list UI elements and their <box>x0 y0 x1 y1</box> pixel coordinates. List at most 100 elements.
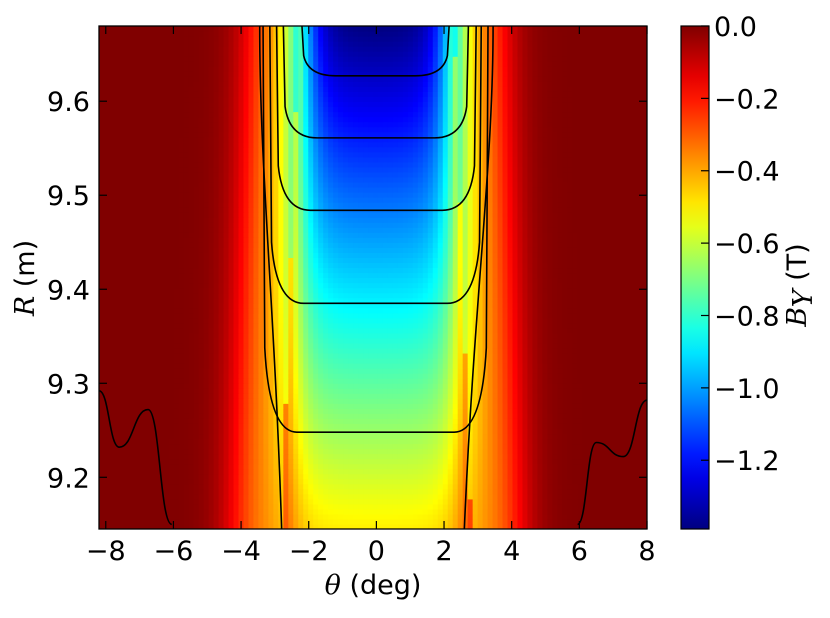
heatmap-cell <box>577 448 583 455</box>
heatmap-cell <box>323 523 329 529</box>
heatmap-cell <box>273 438 279 445</box>
heatmap-cell <box>427 337 434 344</box>
heatmap-cell <box>99 453 105 460</box>
heatmap-cell <box>597 468 603 475</box>
heatmap-cell <box>268 332 274 339</box>
heatmap-cell <box>328 378 334 384</box>
heatmap-cell <box>437 508 444 515</box>
heatmap-cell <box>407 393 414 399</box>
heatmap-cell <box>507 398 514 404</box>
heatmap-cell <box>248 483 255 490</box>
heatmap-cell <box>627 463 633 470</box>
heatmap-cell <box>577 508 583 515</box>
heatmap-cell <box>427 488 434 495</box>
heatmap-cell <box>612 433 618 440</box>
heatmap-cell <box>392 342 399 349</box>
heatmap-cell <box>437 368 444 374</box>
heatmap-cell <box>333 373 339 379</box>
heatmap-cell <box>442 312 449 319</box>
heatmap-cell <box>298 523 304 529</box>
heatmap-cell <box>128 458 135 465</box>
heatmap-cell <box>143 433 150 440</box>
heatmap-cell <box>348 448 354 455</box>
heatmap-cell <box>392 423 399 429</box>
heatmap-cell <box>467 473 474 480</box>
heatmap-cell <box>492 317 499 324</box>
heatmap-cell <box>622 408 628 414</box>
heatmap-cell <box>562 518 568 525</box>
heatmap-cell <box>472 383 479 389</box>
heatmap-cell <box>397 493 404 500</box>
heatmap-cell <box>343 388 349 394</box>
heatmap-cell <box>323 448 329 455</box>
heatmap-cell <box>477 388 484 394</box>
heatmap-cell <box>193 307 200 314</box>
heatmap-cell <box>333 347 339 354</box>
heatmap-cell <box>642 463 647 470</box>
heatmap-cell <box>527 443 534 450</box>
heatmap-cell <box>233 433 240 440</box>
heatmap-cell <box>208 393 215 399</box>
heatmap-cell <box>467 428 474 435</box>
heatmap-cell <box>497 307 504 314</box>
heatmap-cell <box>637 468 643 475</box>
heatmap-cell <box>452 383 459 389</box>
heatmap-cell <box>298 513 304 520</box>
heatmap-cell <box>278 468 284 475</box>
heatmap-cell <box>567 378 573 384</box>
heatmap-cell <box>348 393 354 399</box>
heatmap-cell <box>532 493 538 500</box>
heatmap-cell <box>303 337 309 344</box>
heatmap-cell <box>318 352 324 359</box>
heatmap-cell <box>617 423 623 429</box>
heatmap-cell <box>577 468 583 475</box>
heatmap-cell <box>343 403 349 409</box>
heatmap-cell <box>577 337 583 344</box>
heatmap-cell <box>218 518 225 525</box>
heatmap-cell <box>472 478 479 485</box>
heatmap-cell <box>328 468 334 475</box>
heatmap-cell <box>198 433 205 440</box>
heatmap-cell <box>627 448 633 455</box>
heatmap-cell <box>233 478 240 485</box>
heatmap-cell <box>133 468 140 475</box>
heatmap-cell <box>358 373 364 379</box>
heatmap-cell <box>397 453 404 460</box>
heatmap-cell <box>248 388 255 394</box>
heatmap-cell <box>427 413 434 419</box>
heatmap-cell <box>263 428 269 435</box>
heatmap-cell <box>213 488 220 495</box>
heatmap-cell <box>283 327 289 334</box>
heatmap-cell <box>193 357 200 364</box>
heatmap-cell <box>517 478 524 485</box>
heatmap-cell <box>562 428 568 435</box>
heatmap-cell <box>497 332 504 339</box>
heatmap-cell <box>153 302 160 309</box>
heatmap-cell <box>427 322 434 329</box>
heatmap-cell <box>382 408 389 414</box>
heatmap-cell <box>577 458 583 465</box>
heatmap-cell <box>238 337 245 344</box>
heatmap-cell <box>457 503 464 510</box>
heatmap-cell <box>358 488 364 495</box>
heatmap-cell <box>587 473 593 480</box>
heatmap-cell <box>447 498 454 505</box>
heatmap-cell <box>432 347 439 354</box>
heatmap-cell <box>402 312 409 319</box>
heatmap-cell <box>617 337 623 344</box>
heatmap-cell <box>622 483 628 490</box>
heatmap-cell <box>437 337 444 344</box>
heatmap-cell <box>288 347 294 354</box>
heatmap-cell <box>442 302 449 309</box>
heatmap-cell <box>368 448 374 455</box>
heatmap-cell <box>213 327 220 334</box>
heatmap-cell <box>427 433 434 440</box>
heatmap-cell <box>263 508 269 515</box>
heatmap-cell <box>298 448 304 455</box>
heatmap-cell <box>397 403 404 409</box>
heatmap-cell <box>512 332 519 339</box>
heatmap-cell <box>402 428 409 435</box>
heatmap-cell <box>557 453 563 460</box>
heatmap-cell <box>382 488 389 495</box>
heatmap-cell <box>238 302 245 309</box>
